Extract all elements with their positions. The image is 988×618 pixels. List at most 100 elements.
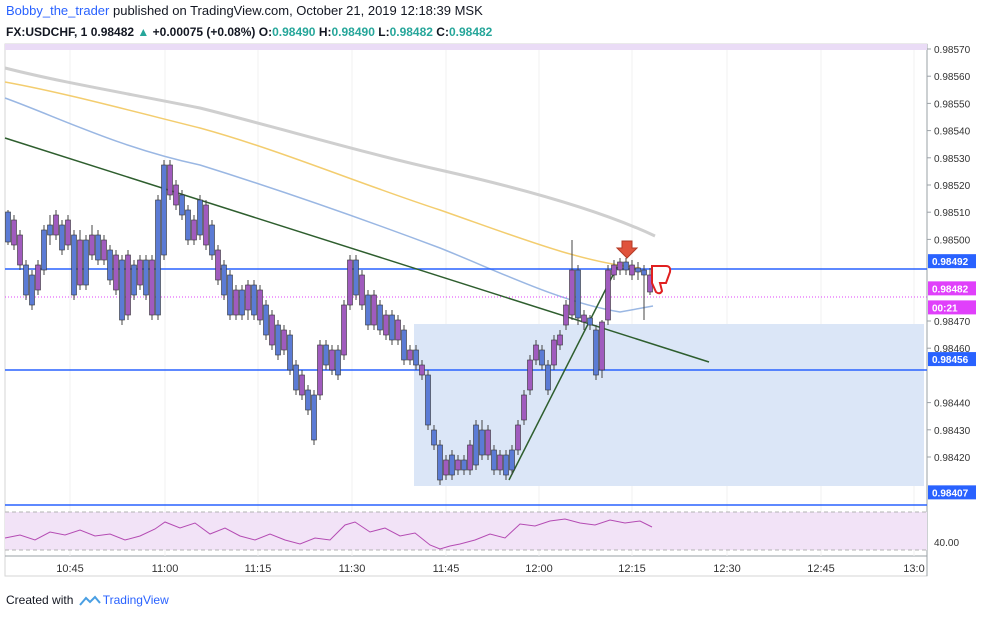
time-tick-label: 11:15 — [245, 563, 272, 575]
candle-body — [113, 254, 119, 291]
low-label: L: — [378, 25, 390, 39]
price-axis[interactable]: 0.98570 0.98560 0.98550 0.98540 0.98530 0.985… — [927, 45, 971, 464]
price-tick-label: 0.98510 — [934, 208, 971, 219]
candle-body — [137, 259, 143, 286]
candle-body — [623, 261, 629, 271]
candle-body — [347, 259, 353, 306]
symbol-label[interactable]: FX:USDCHF, 1 — [6, 25, 88, 39]
candle-body — [119, 259, 125, 321]
candle-body — [77, 239, 83, 286]
candle-body — [389, 314, 395, 341]
high-value: 0.98490 — [331, 25, 375, 39]
arrow-down-icon — [615, 240, 639, 259]
candle-body — [227, 274, 233, 316]
candle-body — [221, 264, 227, 296]
candle-body — [149, 259, 155, 316]
candle-body — [275, 324, 281, 356]
candle-body — [17, 234, 23, 266]
candle-body — [617, 261, 623, 271]
candle-body — [539, 349, 545, 366]
candle-body — [83, 239, 89, 286]
candle-body — [287, 334, 293, 371]
thumbs-down-icon — [651, 265, 672, 295]
time-tick-label: 11:30 — [339, 563, 366, 575]
tradingview-brand-link[interactable]: TradingView — [102, 593, 169, 607]
price-tick-label: 0.98560 — [934, 72, 971, 83]
candle-body — [41, 229, 47, 271]
candle-body — [605, 269, 611, 321]
ohlc-line: FX:USDCHF, 1 0.98482 ▲ +0.00075 (+0.08%)… — [6, 23, 926, 41]
time-tick-label: 12:30 — [713, 563, 741, 575]
candle-body — [581, 314, 587, 323]
candle-body — [299, 374, 305, 396]
candle-body — [95, 234, 101, 261]
candle-body — [71, 234, 77, 296]
candle-body — [515, 424, 521, 451]
candle-body — [341, 304, 347, 356]
candle-body — [575, 269, 581, 319]
candle-body — [191, 219, 197, 241]
candle-body — [239, 289, 245, 316]
change-arrow-icon: ▲ — [137, 25, 150, 39]
candle-body — [599, 321, 605, 371]
close-label: C: — [436, 25, 449, 39]
candle-body — [359, 274, 365, 306]
candle-body — [203, 204, 209, 246]
price-tag-bg — [928, 485, 976, 500]
candle-body — [473, 424, 479, 466]
candle-body — [431, 429, 437, 446]
candle-body — [485, 429, 491, 456]
candle-body — [587, 317, 593, 326]
last-price: 0.98482 — [90, 25, 135, 39]
price-chart[interactable]: 40.00 0.98570 0.98560 0.98550 0.98540 0.9853… — [0, 0, 988, 590]
created-with-label: Created with — [6, 593, 74, 607]
candle-body — [329, 349, 335, 371]
price-tag-bg — [928, 300, 976, 315]
author-link[interactable]: Bobby_the_trader — [6, 3, 110, 18]
price-tag-label: 00:21 — [932, 303, 958, 314]
time-tick-label: 11:00 — [152, 563, 179, 575]
price-tick-label: 0.98530 — [934, 154, 971, 165]
price-tick-label: 0.98460 — [934, 344, 971, 355]
time-tick-label: 11:45 — [433, 563, 460, 575]
close-value: 0.98482 — [448, 25, 493, 39]
candle-body — [413, 349, 419, 366]
candle-body — [437, 444, 443, 481]
candle-body — [455, 459, 461, 471]
candle-body — [185, 209, 191, 241]
candle-body — [425, 374, 431, 426]
ma-yellow-line — [4, 81, 641, 269]
candle-body — [23, 264, 29, 296]
candle-body — [569, 269, 575, 316]
price-tick-label: 0.98420 — [934, 453, 971, 464]
time-tick-label: 12:45 — [807, 563, 835, 575]
time-axis[interactable]: 10:45 11:00 11:15 11:30 11:45 12:00 12:15 12:30… — [56, 563, 924, 575]
candle-body — [503, 454, 509, 476]
candle-body — [305, 389, 311, 411]
rsi-band — [5, 512, 927, 550]
candle-body — [449, 454, 455, 476]
candle-body — [545, 364, 551, 391]
candle-body — [125, 254, 131, 316]
price-tag-label: 0.98482 — [932, 284, 969, 295]
candle-body — [419, 364, 425, 376]
candle-body — [269, 314, 275, 346]
candle-body — [407, 349, 413, 361]
target-zone[interactable] — [414, 324, 924, 486]
candle-body — [335, 349, 341, 376]
publish-info: published on TradingView.com, October 21… — [112, 3, 483, 18]
candle-body — [557, 334, 563, 346]
price-tag-label: 0.98407 — [932, 488, 969, 499]
candle-body — [311, 394, 317, 441]
candle-body — [527, 359, 533, 391]
open-label: O: — [258, 25, 273, 39]
candle-body — [395, 319, 401, 341]
candle-body — [101, 239, 107, 261]
candle-body — [215, 249, 221, 281]
high-label: H: — [318, 25, 332, 39]
candle-body — [521, 394, 527, 421]
ascending-trendline[interactable] — [508, 266, 618, 481]
candle-body — [533, 344, 539, 361]
candle-body — [131, 264, 137, 296]
ma-blue-line — [4, 97, 654, 313]
